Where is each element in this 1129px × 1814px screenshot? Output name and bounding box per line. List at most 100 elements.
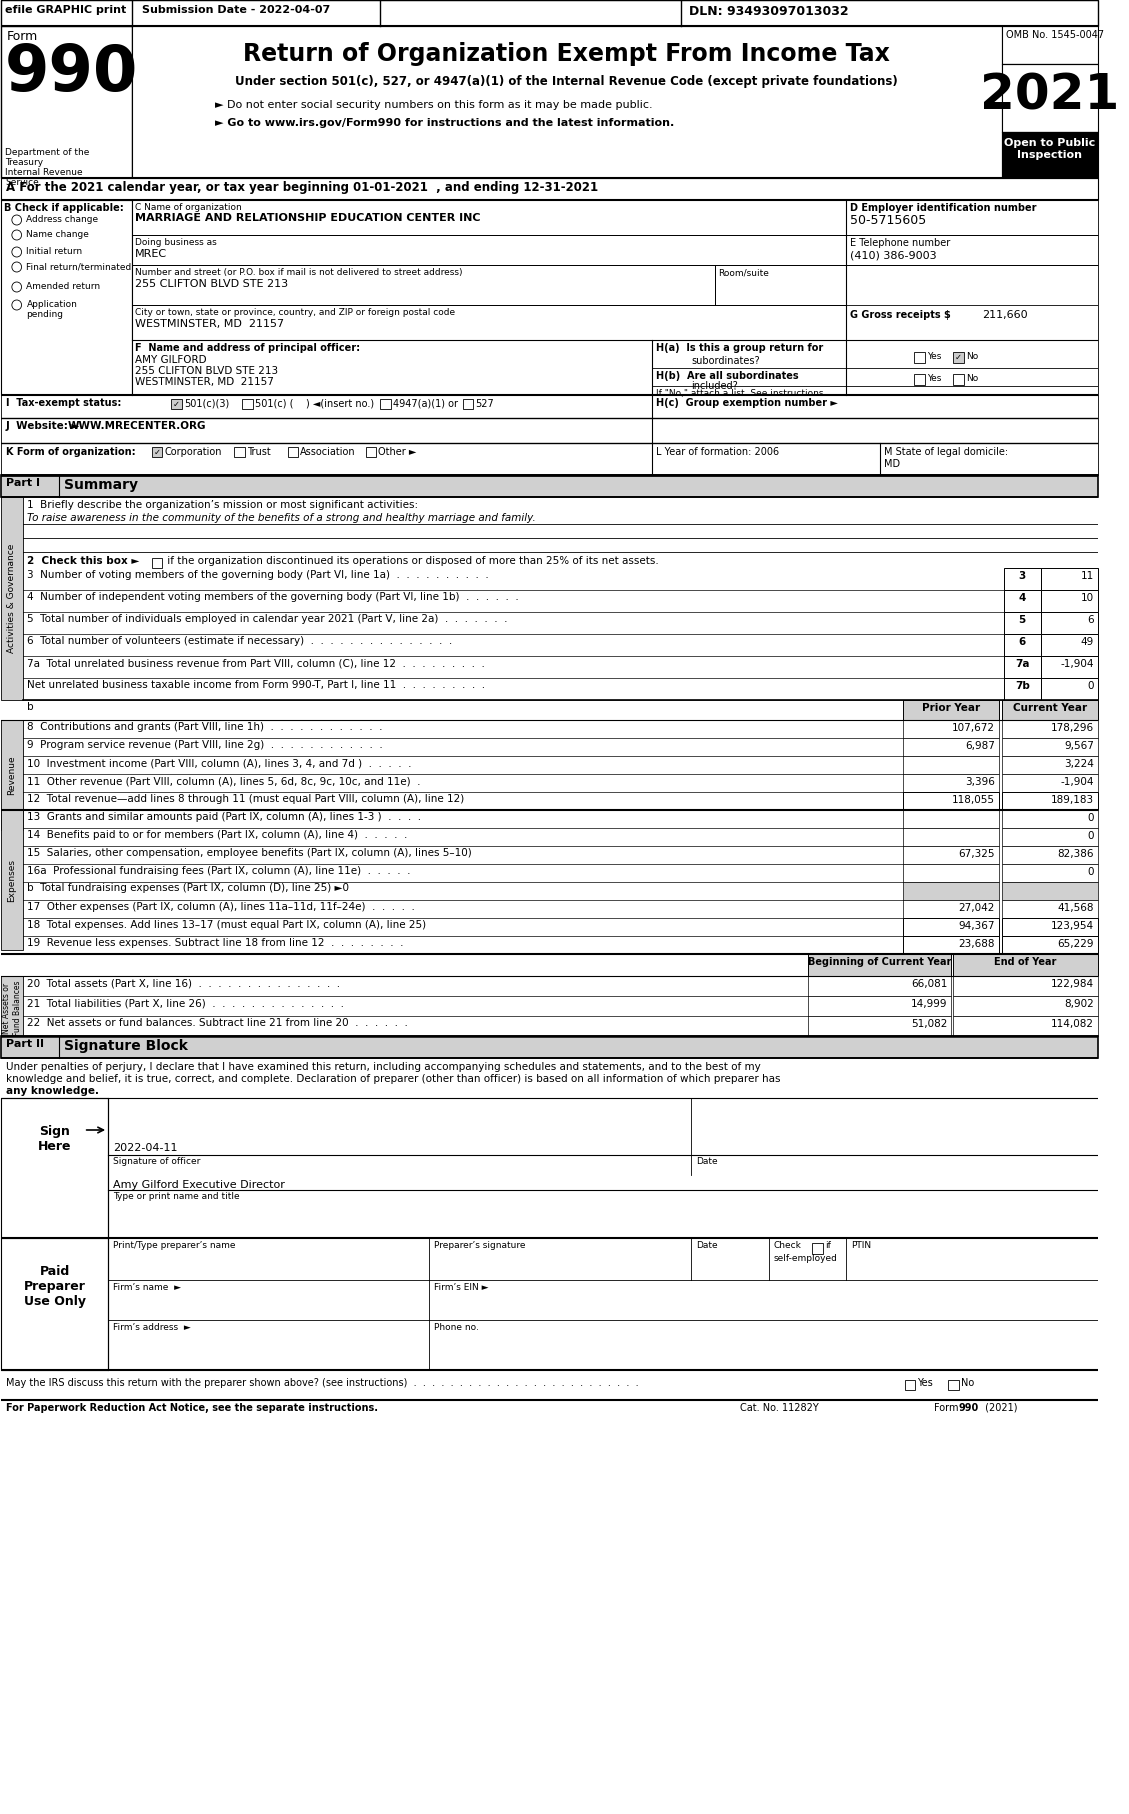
Bar xyxy=(132,305,847,339)
Bar xyxy=(1004,635,1041,657)
Text: 94,367: 94,367 xyxy=(959,922,995,931)
Bar xyxy=(847,265,1099,339)
Bar xyxy=(953,352,964,363)
Bar xyxy=(1001,882,1099,900)
Text: ► Do not enter social security numbers on this form as it may be made public.: ► Do not enter social security numbers o… xyxy=(215,100,653,111)
Text: 2021: 2021 xyxy=(980,73,1119,120)
Text: Other ►: Other ► xyxy=(378,446,417,457)
Text: Trust: Trust xyxy=(247,446,271,457)
Text: 6: 6 xyxy=(1018,637,1026,648)
Text: Initial return: Initial return xyxy=(26,247,82,256)
Bar xyxy=(903,720,999,738)
Text: 66,081: 66,081 xyxy=(911,980,947,989)
Text: 3,396: 3,396 xyxy=(965,776,995,787)
Text: Final return/terminated: Final return/terminated xyxy=(26,261,132,270)
Text: If "No," attach a list. See instructions.: If "No," attach a list. See instructions… xyxy=(656,388,826,397)
Bar xyxy=(903,936,999,954)
Text: Corporation: Corporation xyxy=(165,446,222,457)
Bar xyxy=(807,1016,952,1036)
Text: G Gross receipts $: G Gross receipts $ xyxy=(850,310,951,319)
Bar xyxy=(1004,590,1041,611)
Text: A For the 2021 calendar year, or tax year beginning 01-01-2021  , and ending 12-: A For the 2021 calendar year, or tax yea… xyxy=(6,181,598,194)
Bar xyxy=(914,374,925,385)
Text: subordinates?: subordinates? xyxy=(691,356,760,366)
Text: efile GRAPHIC print: efile GRAPHIC print xyxy=(5,5,126,15)
Text: Preparer’s signature: Preparer’s signature xyxy=(434,1241,525,1250)
Text: 118,055: 118,055 xyxy=(952,795,995,805)
Bar xyxy=(242,399,253,408)
Bar xyxy=(903,756,999,775)
Text: 9,567: 9,567 xyxy=(1065,740,1094,751)
Text: 10: 10 xyxy=(1082,593,1094,602)
Text: Paid
Preparer
Use Only: Paid Preparer Use Only xyxy=(24,1264,86,1308)
Text: PTIN: PTIN xyxy=(851,1241,872,1250)
Text: H(c)  Group exemption number ►: H(c) Group exemption number ► xyxy=(656,397,838,408)
Bar xyxy=(847,236,1099,265)
Text: Submission Date - 2022-04-07: Submission Date - 2022-04-07 xyxy=(142,5,331,15)
Bar xyxy=(1001,936,1099,954)
Text: WWW.MRECENTER.ORG: WWW.MRECENTER.ORG xyxy=(68,421,205,432)
Bar xyxy=(132,339,653,395)
Text: included?: included? xyxy=(691,381,737,392)
Text: No: No xyxy=(966,374,978,383)
Text: Cat. No. 11282Y: Cat. No. 11282Y xyxy=(739,1402,819,1413)
Text: 6  Total number of volunteers (estimate if necessary)  .  .  .  .  .  .  .  .  .: 6 Total number of volunteers (estimate i… xyxy=(27,637,453,646)
Bar xyxy=(716,265,847,305)
Bar xyxy=(1,178,1099,200)
Text: ✓: ✓ xyxy=(154,448,160,457)
Text: Doing business as: Doing business as xyxy=(135,238,217,247)
Text: 50-5715605: 50-5715605 xyxy=(850,214,927,227)
Text: 990: 990 xyxy=(5,42,139,103)
Bar xyxy=(132,200,847,236)
Text: 501(c) (    ) ◄(insert no.): 501(c) ( ) ◄(insert no.) xyxy=(255,399,374,408)
Text: E Telephone number: E Telephone number xyxy=(850,238,951,249)
Bar xyxy=(1001,863,1099,882)
Bar xyxy=(653,443,881,475)
Text: 14  Benefits paid to or for members (Part IX, column (A), line 4)  .  .  .  .  .: 14 Benefits paid to or for members (Part… xyxy=(27,831,408,840)
Text: 3,224: 3,224 xyxy=(1065,758,1094,769)
Text: Form: Form xyxy=(7,31,38,44)
Bar xyxy=(1001,720,1099,738)
Bar xyxy=(813,1243,823,1253)
Text: L Year of formation: 2006: L Year of formation: 2006 xyxy=(656,446,779,457)
Text: 15  Salaries, other compensation, employee benefits (Part IX, column (A), lines : 15 Salaries, other compensation, employe… xyxy=(27,847,472,858)
Bar xyxy=(380,399,391,408)
Text: Sign
Here: Sign Here xyxy=(38,1125,71,1154)
Bar xyxy=(904,1380,916,1390)
Bar xyxy=(1,811,23,951)
Text: Beginning of Current Year: Beginning of Current Year xyxy=(807,958,951,967)
Text: 51,082: 51,082 xyxy=(911,1019,947,1029)
Text: Yes: Yes xyxy=(927,374,942,383)
Bar xyxy=(807,954,952,976)
Text: 67,325: 67,325 xyxy=(959,849,995,860)
Text: Net unrelated business taxable income from Form 990-T, Part I, line 11  .  .  . : Net unrelated business taxable income fr… xyxy=(27,680,485,689)
Text: Service: Service xyxy=(5,178,38,187)
Bar xyxy=(463,399,473,408)
Bar xyxy=(903,738,999,756)
Bar xyxy=(953,954,1099,976)
Bar xyxy=(1001,827,1099,845)
Text: 11  Other revenue (Part VIII, column (A), lines 5, 6d, 8c, 9c, 10c, and 11e)  .: 11 Other revenue (Part VIII, column (A),… xyxy=(27,776,421,785)
Text: 7a: 7a xyxy=(1015,658,1030,669)
Bar xyxy=(1001,25,1099,63)
Text: H(a)  Is this a group return for: H(a) Is this a group return for xyxy=(656,343,823,354)
Text: 82,386: 82,386 xyxy=(1058,849,1094,860)
Bar xyxy=(1001,918,1099,936)
Text: 211,660: 211,660 xyxy=(982,310,1029,319)
Text: knowledge and belief, it is true, correct, and complete. Declaration of preparer: knowledge and belief, it is true, correc… xyxy=(6,1074,780,1085)
Text: Prior Year: Prior Year xyxy=(921,704,980,713)
Text: Treasury: Treasury xyxy=(5,158,43,167)
Text: Phone no.: Phone no. xyxy=(434,1322,479,1331)
Text: For Paperwork Reduction Act Notice, see the separate instructions.: For Paperwork Reduction Act Notice, see … xyxy=(6,1402,378,1413)
Text: M State of legal domicile:: M State of legal domicile: xyxy=(884,446,1008,457)
Text: 4  Number of independent voting members of the governing body (Part VI, line 1b): 4 Number of independent voting members o… xyxy=(27,591,519,602)
Text: 14,999: 14,999 xyxy=(911,1000,947,1009)
Bar xyxy=(1,417,653,443)
Text: 3: 3 xyxy=(1018,571,1026,580)
Text: Return of Organization Exempt From Income Tax: Return of Organization Exempt From Incom… xyxy=(243,42,890,65)
Text: 4947(a)(1) or: 4947(a)(1) or xyxy=(393,399,457,408)
Text: 123,954: 123,954 xyxy=(1051,922,1094,931)
Text: Internal Revenue: Internal Revenue xyxy=(5,169,82,178)
Text: 20  Total assets (Part X, line 16)  .  .  .  .  .  .  .  .  .  .  .  .  .  .  .: 20 Total assets (Part X, line 16) . . . … xyxy=(27,978,341,989)
Text: Revenue: Revenue xyxy=(8,755,16,795)
